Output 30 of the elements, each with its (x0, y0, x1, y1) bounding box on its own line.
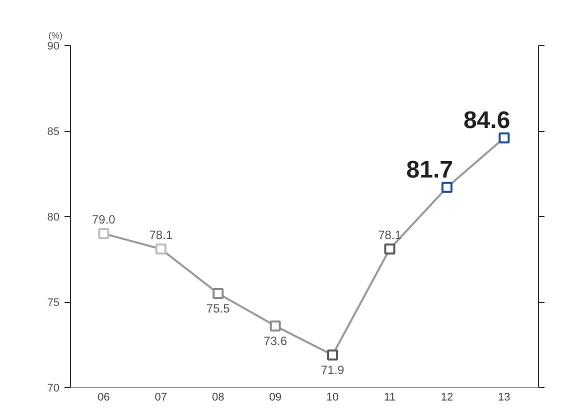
point (270, 320, 281, 332)
x-tick-label: 13 (498, 392, 510, 404)
data-label: 78.1 (378, 228, 402, 242)
point (384, 243, 396, 254)
y-tick-label: 70 (47, 382, 60, 394)
data-label: 73.6 (264, 334, 288, 348)
y-tick-label: 90 (47, 40, 60, 52)
data-label: 71.9 (320, 363, 345, 378)
data-label: 79.0 (92, 212, 116, 227)
data-label: 78.1 (149, 228, 173, 242)
point (98, 228, 110, 240)
x-tick-label: 10 (326, 392, 339, 404)
x-tick-label: 11 (384, 392, 396, 404)
point (155, 243, 166, 254)
point (441, 182, 452, 193)
x-tick-label: 08 (212, 392, 224, 404)
data-label: 81.7 (406, 156, 453, 184)
y-tick-label: 75 (47, 297, 60, 309)
x-tick-label: 06 (98, 392, 110, 404)
x-tick-label: 09 (269, 392, 282, 404)
point (498, 132, 510, 144)
point (327, 350, 338, 361)
point (212, 288, 224, 299)
x-tick-label: 07 (154, 392, 168, 404)
data-label: 75.5 (206, 301, 230, 316)
data-label: 84.6 (463, 106, 510, 134)
y-axis-title: (%) (48, 30, 62, 40)
x-tick-label: 12 (440, 392, 454, 404)
y-tick-label: 80 (47, 212, 60, 224)
y-tick-label: 85 (47, 126, 60, 138)
